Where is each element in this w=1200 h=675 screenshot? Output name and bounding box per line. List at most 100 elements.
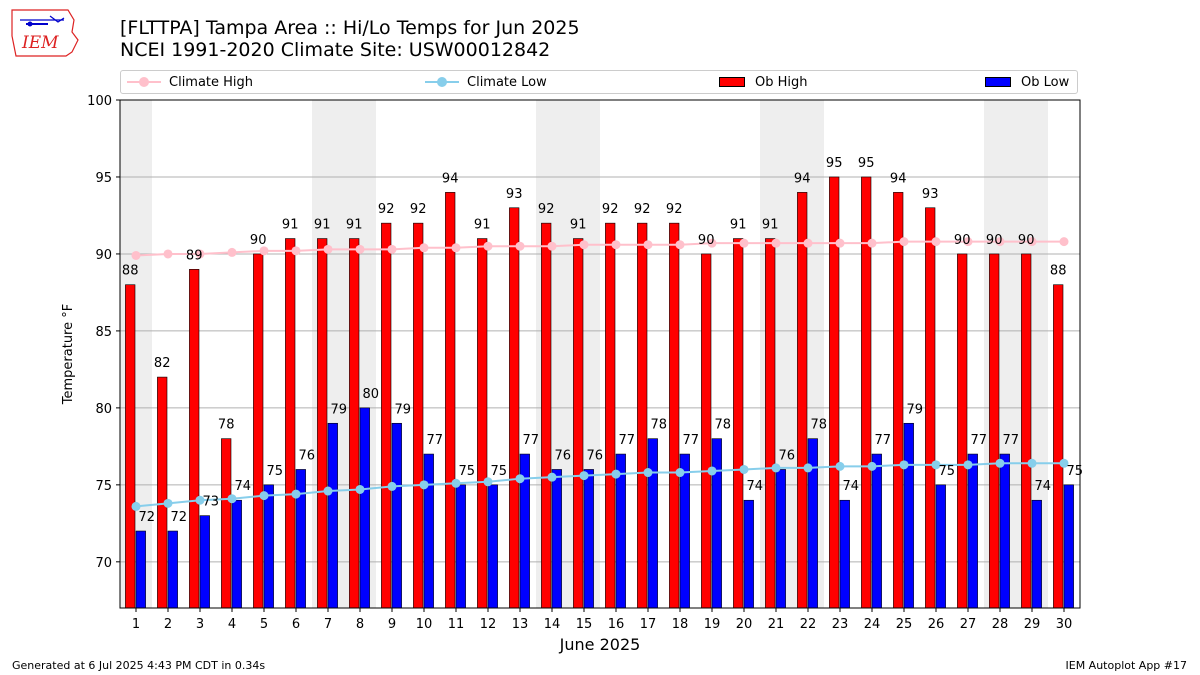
label-ob-high: 92 — [634, 202, 651, 217]
point-climate-high — [323, 244, 333, 254]
point-climate-low — [835, 461, 845, 471]
bar-ob-high — [989, 253, 1000, 609]
label-ob-high: 88 — [1050, 264, 1067, 279]
bar-ob-high — [1053, 284, 1064, 609]
label-ob-low: 76 — [299, 448, 316, 463]
label-ob-low: 80 — [363, 387, 380, 402]
bar-ob-low — [199, 515, 210, 609]
bar-ob-high — [797, 192, 808, 609]
point-climate-high — [963, 237, 973, 247]
point-climate-high — [803, 238, 813, 248]
point-climate-low — [675, 468, 685, 478]
bar-ob-high — [221, 438, 232, 609]
bar-ob-low — [775, 469, 786, 609]
label-ob-high: 90 — [698, 233, 715, 248]
y-tick-label: 100 — [87, 94, 112, 109]
bar-ob-high — [765, 238, 776, 609]
bar-ob-high — [413, 222, 424, 609]
point-climate-high — [643, 240, 653, 250]
point-climate-high — [675, 240, 685, 250]
point-climate-high — [1027, 237, 1037, 247]
legend-swatch-ob-high — [719, 77, 745, 87]
point-climate-high — [131, 250, 141, 260]
label-ob-low: 79 — [907, 402, 924, 417]
legend-label-climate-low: Climate Low — [467, 74, 547, 90]
point-climate-low — [643, 468, 653, 478]
point-climate-low — [1059, 458, 1069, 468]
point-climate-high — [419, 243, 429, 253]
legend-item-climate-low: Climate Low — [425, 71, 547, 93]
point-climate-low — [291, 489, 301, 499]
bar-ob-low — [935, 484, 946, 609]
bar-ob-high — [285, 238, 296, 609]
label-ob-low: 74 — [747, 479, 764, 494]
bar-ob-low — [359, 407, 370, 609]
label-ob-low: 75 — [459, 464, 476, 479]
x-tick-label: 6 — [292, 617, 300, 632]
label-ob-high: 94 — [890, 171, 907, 186]
x-tick-label: 18 — [672, 617, 689, 632]
point-climate-high — [451, 243, 461, 253]
legend-swatch-climate-low — [425, 77, 459, 87]
label-ob-low: 76 — [779, 448, 796, 463]
y-tick-label: 70 — [95, 556, 112, 571]
x-tick-label: 19 — [704, 617, 721, 632]
point-climate-high — [899, 237, 909, 247]
label-ob-low: 75 — [267, 464, 284, 479]
x-tick-label: 26 — [928, 617, 945, 632]
chart-title: [FLTTPA] Tampa Area :: Hi/Lo Temps for J… — [120, 17, 580, 39]
point-climate-high — [1059, 237, 1069, 247]
bar-ob-low — [615, 453, 626, 609]
x-tick-label: 22 — [800, 617, 817, 632]
label-ob-low: 75 — [491, 464, 508, 479]
y-tick-label: 95 — [95, 171, 112, 186]
label-ob-low: 74 — [843, 479, 860, 494]
point-climate-low — [195, 495, 205, 505]
point-climate-high — [995, 237, 1005, 247]
bar-ob-low — [295, 469, 306, 609]
label-ob-low: 77 — [683, 433, 700, 448]
point-climate-high — [867, 238, 877, 248]
bar-ob-low — [487, 484, 498, 609]
point-climate-low — [931, 460, 941, 470]
bar-ob-high — [125, 284, 136, 609]
bar-ob-high — [669, 222, 680, 609]
bar-ob-low — [263, 484, 274, 609]
bar-ob-high — [925, 207, 936, 609]
chart-legend: Climate High Climate Low Ob High Ob Low — [120, 70, 1078, 94]
point-climate-low — [547, 472, 557, 482]
x-tick-label: 24 — [864, 617, 881, 632]
label-ob-low: 72 — [171, 510, 188, 525]
point-climate-high — [483, 241, 493, 251]
legend-swatch-climate-high — [127, 77, 161, 87]
label-ob-high: 92 — [410, 202, 427, 217]
label-ob-high: 88 — [122, 264, 139, 279]
y-tick-label: 85 — [95, 325, 112, 340]
iem-logo: IEM — [11, 9, 79, 57]
weekend-band — [312, 100, 344, 608]
bar-ob-low — [839, 499, 850, 609]
bar-ob-high — [189, 269, 200, 609]
point-climate-low — [355, 484, 365, 494]
bar-ob-low — [871, 453, 882, 609]
point-climate-low — [1027, 458, 1037, 468]
bar-ob-high — [829, 176, 840, 609]
bar-ob-high — [477, 238, 488, 609]
line-climate-high — [135, 240, 1064, 257]
point-climate-low — [515, 474, 525, 484]
point-climate-high — [771, 238, 781, 248]
footer-generated-text: Generated at 6 Jul 2025 4:43 PM CDT in 0… — [12, 659, 266, 672]
label-ob-high: 95 — [826, 156, 843, 171]
bar-ob-high — [861, 176, 872, 609]
bar-ob-high — [381, 222, 392, 609]
logo-text: IEM — [21, 33, 59, 53]
bar-ob-high — [573, 238, 584, 609]
bar-ob-low — [167, 530, 178, 609]
label-ob-high: 91 — [730, 218, 747, 233]
bar-ob-high — [605, 222, 616, 609]
x-tick-label: 10 — [416, 617, 433, 632]
x-tick-label: 30 — [1056, 617, 1073, 632]
bar-ob-low — [423, 453, 434, 609]
x-axis-label: June 2025 — [559, 635, 641, 654]
